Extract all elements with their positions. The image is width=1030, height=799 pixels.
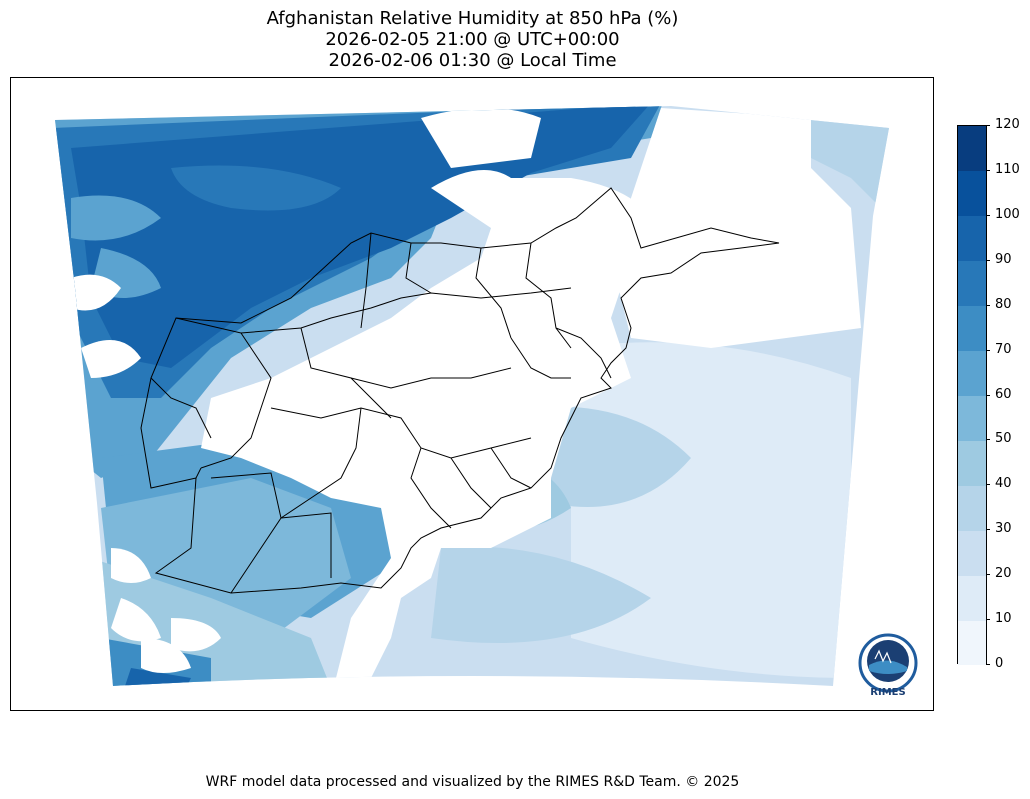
colorbar-band [958,485,986,531]
colorbar-tick-label: 0 [985,657,1003,671]
map-title: Afghanistan Relative Humidity at 850 hPa… [10,8,935,71]
colorbar-band [958,440,986,486]
colorbar-tick-label: 10 [986,612,1012,626]
colorbar [957,125,987,666]
colorbar-band [958,126,986,172]
title-line-1: Afghanistan Relative Humidity at 850 hPa… [266,8,679,29]
humidity-map [55,106,889,686]
colorbar-tick-label: 20 [986,567,1012,581]
colorbar-band [958,395,986,441]
colorbar-tick-label: 30 [986,522,1012,536]
title-line-2: 2026-02-05 21:00 @ UTC+00:00 [325,29,620,50]
colorbar-band [958,575,986,621]
colorbar-tick-label: 100 [986,207,1020,222]
colorbar-tick-label: 110 [986,162,1020,177]
colorbar-tick-label: 60 [986,387,1012,402]
map-panel [10,77,934,711]
humidity-fill [55,106,889,686]
colorbar-tick-label: 80 [986,297,1012,312]
logo-text: RIMES [870,687,905,698]
colorbar-band [958,530,986,576]
colorbar-band [958,305,986,352]
colorbar-tick-label: 40 [986,477,1012,491]
colorbar-tick-label: 90 [986,252,1012,267]
province-borders [140,187,780,594]
colorbar-band [958,620,986,666]
colorbar-band [958,170,986,217]
colorbar-tick-label: 120 [986,118,1020,132]
colorbar-band [958,215,986,262]
colorbar-band [958,260,986,307]
title-line-3: 2026-02-06 01:30 @ Local Time [328,50,617,71]
rimes-logo: RIMES [858,633,918,698]
colorbar-tick-label: 70 [986,342,1012,357]
colorbar-tick-label: 50 [986,432,1012,446]
colorbar-band [958,350,986,396]
footer-credit: WRF model data processed and visualized … [205,774,740,790]
